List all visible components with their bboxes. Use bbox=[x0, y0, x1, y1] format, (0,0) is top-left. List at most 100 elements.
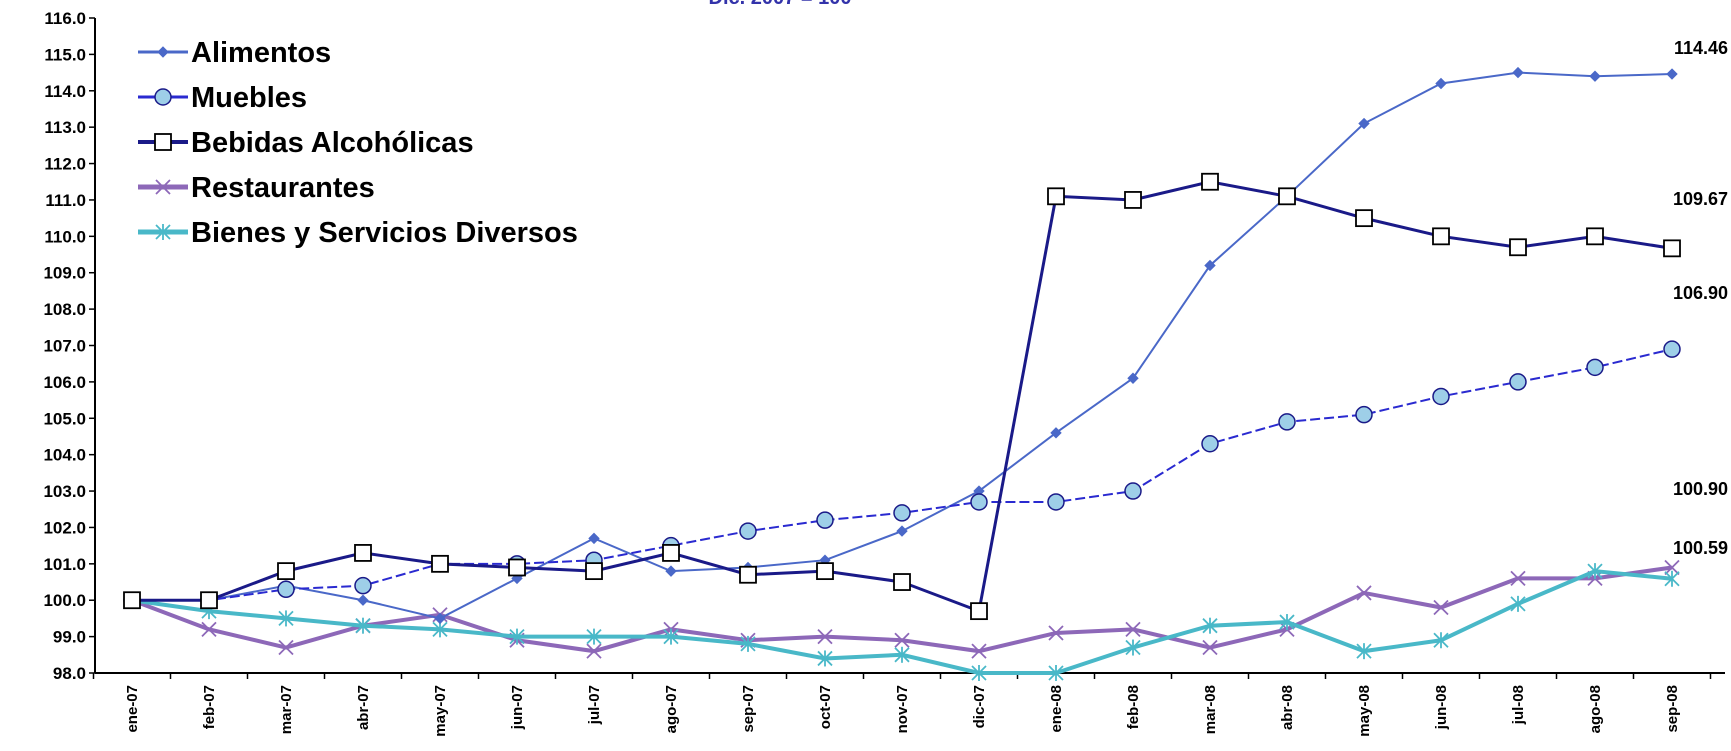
data-point bbox=[1202, 617, 1218, 634]
data-point bbox=[1356, 585, 1372, 601]
y-tick-label: 116.0 bbox=[44, 9, 86, 28]
series-layer bbox=[123, 66, 1681, 681]
y-tick-label: 110.0 bbox=[44, 227, 86, 246]
data-point bbox=[431, 554, 449, 573]
data-point bbox=[1356, 643, 1372, 660]
data-point bbox=[354, 544, 372, 562]
data-point bbox=[1048, 625, 1064, 641]
x-tick-label: nov-07 bbox=[894, 685, 911, 733]
y-tick-label: 103.0 bbox=[43, 482, 86, 501]
x-tick-label: oct-07 bbox=[817, 685, 834, 729]
x-axis-ticks: ene-07 feb-07 mar-07 abr-07 may-07 jun-07 jul-… bbox=[92, 673, 1712, 737]
data-point bbox=[663, 628, 679, 645]
data-point bbox=[893, 573, 911, 591]
data-point bbox=[585, 562, 603, 581]
data-point bbox=[1433, 599, 1449, 616]
legend-entry: Alimentos bbox=[138, 37, 331, 69]
y-axis-ticks: 98.0 99.0 100.0 101.0 102.0 103.0 104.0 105.0 10… bbox=[43, 9, 95, 683]
data-point bbox=[354, 576, 372, 595]
data-point bbox=[277, 562, 295, 581]
x-tick-label: ago-07 bbox=[663, 685, 680, 733]
data-point bbox=[1664, 570, 1680, 587]
series-bienes-y-servicios-diversos bbox=[124, 563, 1680, 681]
y-tick-label: 107.0 bbox=[43, 337, 86, 356]
chart-caption: Dic. 2007 = 100 bbox=[709, 0, 852, 9]
data-point bbox=[739, 522, 757, 540]
data-point bbox=[970, 493, 988, 511]
y-tick-label: 115.0 bbox=[44, 45, 86, 64]
legend-label: Alimentos bbox=[191, 37, 331, 69]
data-point bbox=[586, 643, 602, 659]
data-point bbox=[1355, 209, 1373, 228]
x-tick-label: abr-08 bbox=[1279, 685, 1296, 730]
data-point bbox=[970, 602, 988, 621]
data-point bbox=[1509, 238, 1527, 257]
data-point bbox=[1435, 77, 1447, 90]
legend-entry: Muebles bbox=[138, 82, 307, 114]
data-point bbox=[1433, 632, 1449, 649]
data-point-stroke bbox=[201, 621, 217, 637]
data-point-stroke bbox=[1356, 585, 1372, 601]
data-point bbox=[1278, 187, 1296, 206]
x-tick-label: may-08 bbox=[1356, 685, 1373, 737]
data-point bbox=[1666, 68, 1678, 80]
legend-entry: Bebidas Alcohólicas bbox=[138, 127, 474, 159]
data-point bbox=[201, 621, 217, 637]
x-tick-label: sep-08 bbox=[1664, 685, 1681, 733]
data-point-stroke bbox=[155, 179, 171, 195]
data-point bbox=[1125, 621, 1141, 637]
y-tick-label: 108.0 bbox=[43, 300, 86, 319]
data-point bbox=[1586, 358, 1604, 377]
data-point bbox=[155, 179, 171, 195]
x-tick-label: feb-07 bbox=[201, 685, 218, 729]
data-point bbox=[1201, 435, 1219, 453]
legend-entry: Restaurantes bbox=[138, 172, 375, 204]
data-point bbox=[894, 632, 910, 648]
data-point bbox=[1201, 172, 1219, 191]
y-tick-label: 105.0 bbox=[43, 409, 86, 428]
data-point-stroke bbox=[1125, 621, 1141, 637]
y-tick-label: 112.0 bbox=[44, 155, 86, 174]
data-point-stroke bbox=[1048, 625, 1064, 641]
data-point bbox=[1510, 595, 1526, 612]
data-point bbox=[1047, 187, 1065, 206]
y-tick-label: 104.0 bbox=[43, 446, 86, 465]
data-point bbox=[1586, 227, 1604, 246]
data-point bbox=[1663, 340, 1681, 358]
data-point bbox=[1663, 239, 1681, 258]
x-tick-label: abr-07 bbox=[355, 685, 372, 730]
data-point bbox=[896, 525, 908, 537]
series-muebles bbox=[123, 340, 1681, 609]
x-tick-label: ene-07 bbox=[124, 685, 141, 733]
data-point bbox=[1509, 373, 1527, 391]
data-point bbox=[1202, 639, 1218, 656]
data-point bbox=[1589, 70, 1601, 82]
x-tick-label: mar-07 bbox=[278, 685, 295, 734]
data-point bbox=[278, 639, 294, 656]
data-point-stroke bbox=[586, 643, 602, 659]
data-point bbox=[1432, 227, 1450, 246]
x-tick-label: jul-07 bbox=[586, 685, 603, 725]
series-line bbox=[132, 348, 1673, 602]
end-label: 100.90 bbox=[1673, 479, 1728, 499]
y-tick-label: 111.0 bbox=[45, 191, 86, 210]
data-point bbox=[739, 565, 757, 584]
end-labels: 114.46 106.90 109.67 100.90 100.59 bbox=[1673, 38, 1728, 558]
data-point-stroke bbox=[1433, 599, 1449, 616]
y-tick-label: 106.0 bbox=[43, 373, 86, 392]
data-point bbox=[434, 612, 446, 625]
data-point bbox=[816, 511, 834, 529]
legend-label: Restaurantes bbox=[191, 172, 375, 204]
series-alimentos bbox=[126, 66, 1678, 625]
data-point bbox=[1124, 191, 1142, 209]
data-point bbox=[971, 643, 987, 659]
data-point bbox=[588, 532, 600, 545]
x-tick-label: jun-07 bbox=[509, 685, 526, 730]
data-point bbox=[154, 88, 172, 106]
data-point bbox=[355, 617, 371, 634]
data-point-stroke bbox=[894, 632, 910, 648]
y-tick-label: 113.0 bbox=[44, 118, 86, 137]
data-point bbox=[200, 591, 218, 610]
